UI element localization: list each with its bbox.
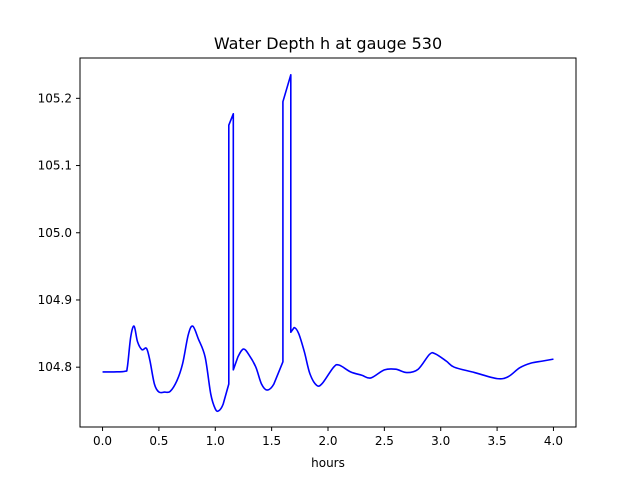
y-tick-label: 105.2	[38, 91, 72, 105]
x-tick-label: 2.0	[318, 434, 337, 448]
x-axis-label: hours	[311, 456, 345, 470]
x-tick-label: 4.0	[544, 434, 563, 448]
x-tick-label: 0.0	[93, 434, 112, 448]
x-tick-label: 0.5	[149, 434, 168, 448]
x-tick-label: 3.0	[431, 434, 450, 448]
chart-title: Water Depth h at gauge 530	[214, 34, 442, 53]
x-tick-label: 1.5	[262, 434, 281, 448]
y-tick-label: 105.0	[38, 226, 72, 240]
x-tick-label: 3.5	[488, 434, 507, 448]
plot-frame	[79, 57, 577, 428]
y-tick-label: 104.8	[38, 360, 72, 374]
x-axis-ticks: 0.0 0.5 1.0 1.5 2.0 2.5 3.0 3.5 4.0	[93, 427, 563, 448]
series-line	[102, 74, 554, 413]
y-tick-label: 105.1	[38, 159, 72, 173]
y-axis-ticks: 104.8 104.9 105.0 105.1 105.2	[38, 91, 80, 374]
x-tick-label: 1.0	[206, 434, 225, 448]
x-tick-label: 2.5	[375, 434, 394, 448]
y-tick-label: 104.9	[38, 293, 72, 307]
